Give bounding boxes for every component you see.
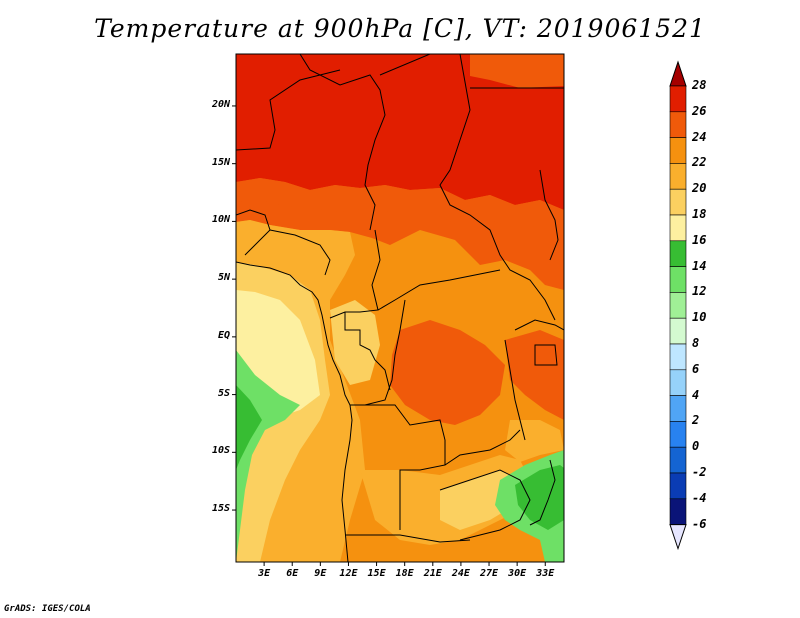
colorbar-label: 16 — [692, 232, 707, 247]
colorbar-box — [669, 240, 687, 267]
lon-tick-label: 21E — [423, 568, 442, 579]
border-line-20 — [529, 459, 556, 526]
colorbar-box — [669, 85, 687, 113]
colorbar-label: -4 — [692, 490, 707, 505]
credit-text: GrADS: IGES/COLA — [4, 604, 91, 614]
lat-tick-label: 5N — [217, 272, 230, 284]
colorbar-label: 28 — [692, 78, 707, 92]
colorbar-label: 12 — [692, 284, 707, 299]
lon-tick-label: 9E — [314, 568, 327, 579]
border-line-14 — [504, 339, 526, 441]
field-east-hot — [505, 330, 564, 420]
colorbar-label: 24 — [692, 129, 707, 144]
colorbar-label: 26 — [692, 103, 707, 118]
lon-tick-label: 18E — [395, 568, 414, 579]
colorbar-box — [669, 395, 687, 422]
colorbar-box — [669, 421, 687, 448]
colorbar-label: 2 — [692, 413, 700, 428]
colorbar-label: 0 — [692, 439, 700, 454]
colorbar-box — [669, 137, 687, 164]
field-central-hot — [390, 320, 505, 425]
coastline-west — [236, 261, 353, 562]
colorbar-box — [669, 446, 687, 474]
colorbar-label: 4 — [692, 387, 700, 402]
border-line-15 — [514, 319, 564, 331]
colorbar-label: 20 — [692, 181, 707, 196]
field-hot-north — [236, 54, 564, 210]
border-line-8 — [344, 312, 391, 391]
colorbar-top-triangle — [669, 60, 687, 87]
colorbar-box — [669, 369, 687, 396]
colorbar-box — [669, 266, 687, 293]
map-frame — [235, 53, 565, 563]
border-line-1 — [299, 54, 386, 231]
lat-tick-label: 10S — [211, 445, 230, 457]
field-gabon-light — [330, 300, 380, 385]
colorbar-label: 18 — [692, 207, 707, 221]
border-line-3 — [379, 54, 431, 76]
lon-tick-marks — [263, 562, 546, 566]
colorbar-label: -6 — [692, 516, 707, 531]
colorbar — [669, 60, 687, 551]
border-line-2 — [236, 69, 341, 151]
lat-tick-label: EQ — [217, 329, 230, 341]
lon-tick-label: 6E — [286, 568, 299, 579]
colorbar-bottom-triangle — [669, 524, 687, 551]
colorbar-label: 6 — [692, 361, 700, 376]
country-borders — [236, 54, 564, 562]
field-ocean-green — [236, 350, 300, 562]
colorbar-label: 10 — [692, 310, 707, 325]
colorbar-label: 22 — [692, 155, 707, 170]
field-ocean-green-dark — [236, 385, 262, 470]
colorbar-box — [669, 214, 687, 242]
colorbar-box — [669, 343, 687, 371]
border-line-17 — [236, 209, 271, 256]
lat-tick-label: 15N — [211, 156, 230, 168]
colorbar-box — [669, 472, 687, 500]
lat-tick-label: 20N — [211, 98, 230, 110]
lat-tick-label: 5S — [217, 387, 230, 399]
field-ne-warm — [470, 54, 564, 88]
lon-tick-label: 27E — [479, 568, 499, 579]
colorbar-label: 14 — [692, 258, 707, 273]
lon-tick-label: 12E — [339, 568, 358, 579]
lon-tick-label: 30E — [508, 568, 527, 579]
temperature-field — [236, 54, 564, 562]
border-line-4 — [439, 54, 556, 321]
lon-tick-label: 24E — [451, 568, 470, 579]
map-title: Temperature at 900hPa [C], VT: 201906152… — [94, 14, 706, 43]
border-line-10 — [350, 404, 446, 530]
colorbar-box — [669, 163, 687, 190]
lon-tick-label: 33E — [536, 568, 555, 579]
lat-tick-marks — [232, 105, 236, 511]
lat-tick-label: 10N — [211, 214, 230, 226]
border-line-19 — [539, 169, 559, 261]
lon-tick-label: 3E — [258, 568, 271, 579]
lon-tick-label: 15E — [367, 568, 386, 579]
colorbar-box — [669, 292, 687, 319]
border-line-7 — [377, 269, 501, 311]
field-band-north-edge — [236, 178, 564, 232]
border-line-18 — [269, 229, 331, 276]
colorbar-box — [669, 111, 687, 138]
border-line-11 — [345, 534, 471, 543]
border-line-13 — [439, 469, 531, 541]
colorbar-box — [669, 188, 687, 216]
colorbar-label: 8 — [692, 336, 700, 350]
border-line-12 — [444, 429, 521, 466]
lat-tick-label: 15S — [211, 503, 230, 515]
field-se-green-dark — [515, 465, 564, 530]
colorbar-box — [669, 317, 687, 345]
colorbar-box — [669, 498, 687, 525]
border-line-16 — [534, 344, 558, 366]
colorbar-label: -2 — [692, 465, 707, 479]
